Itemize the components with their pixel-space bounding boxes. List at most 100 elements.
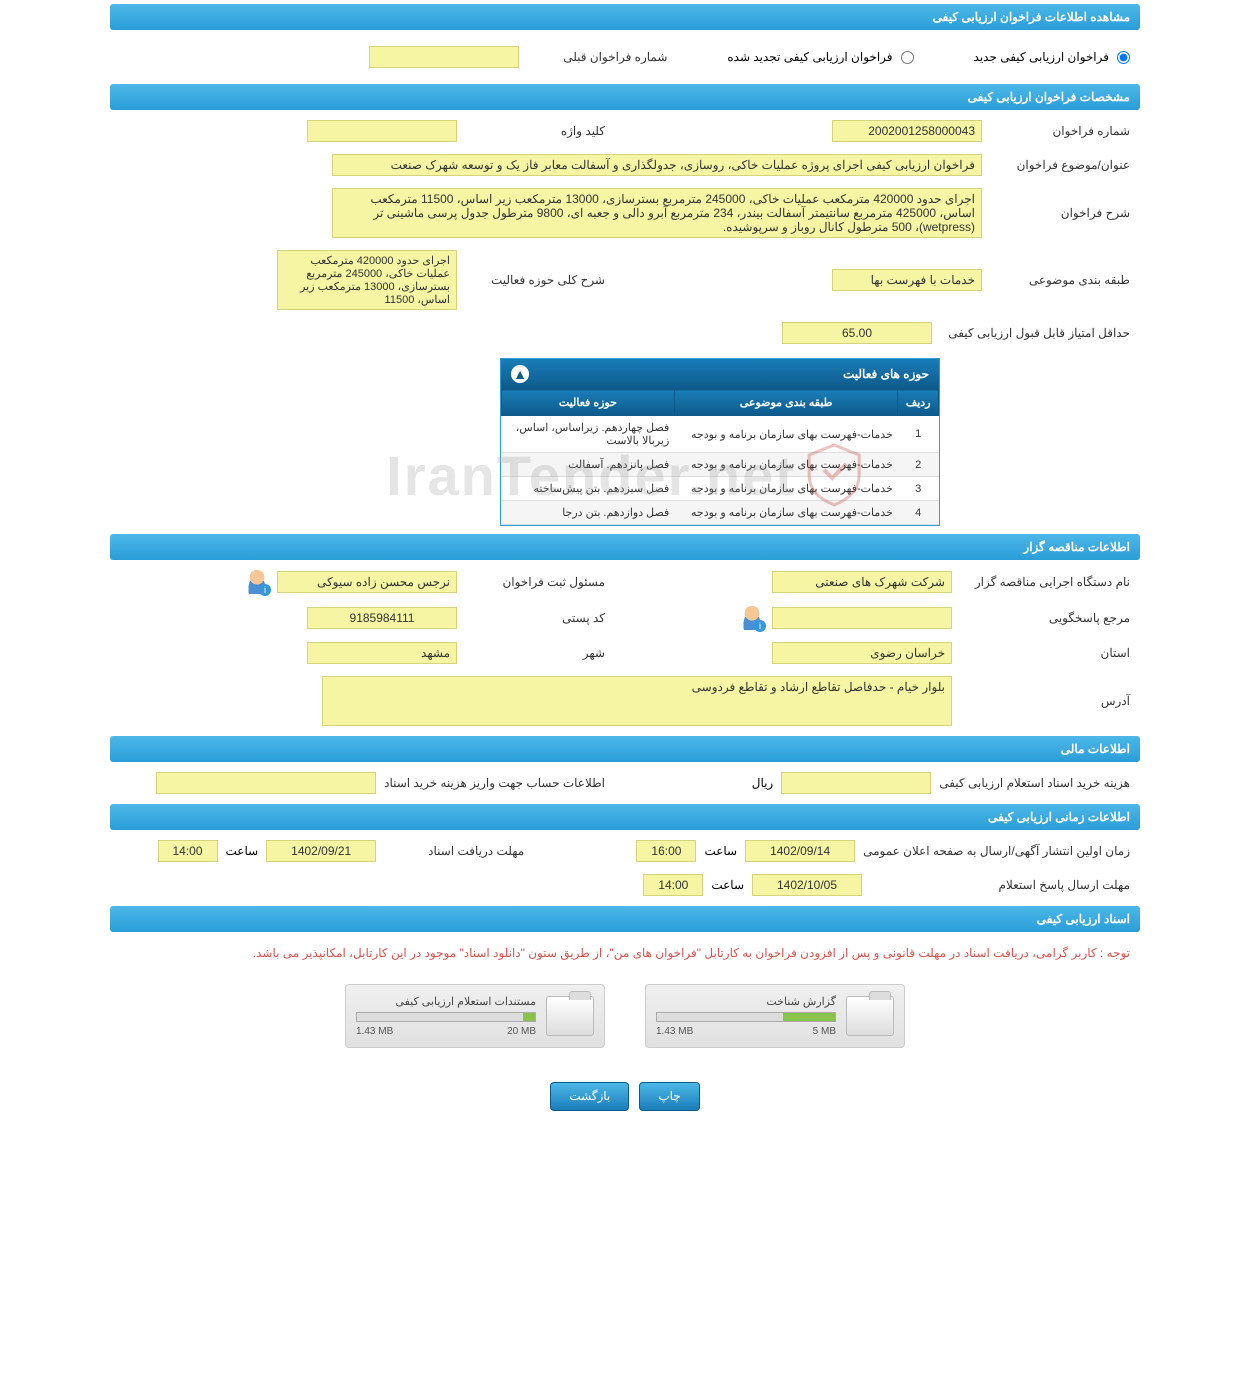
folder-2-total: 20 MB [507,1026,536,1037]
city-label: شهر [465,646,605,660]
minscore-label: حداقل امتیاز قابل قبول ارزیابی کیفی [940,326,1130,340]
radio-new-input[interactable] [1117,51,1130,64]
folder-2-title: مستندات استعلام ارزیابی کیفی [356,995,536,1008]
radio-renewed[interactable]: فراخوان ارزیابی کیفی تجدید شده [727,50,913,64]
info-badge-icon-2: i [754,620,766,632]
title-field: فراخوان ارزیابی کیفی اجرای پروژه عملیات … [332,154,982,176]
radio-row: فراخوان ارزیابی کیفی جدید فراخوان ارزیاب… [110,34,1140,80]
folder-1-title: گزارش شناخت [656,995,836,1008]
cell-act: فصل پانزدهم. آسفالت [502,453,675,477]
person-icon: i [245,570,269,594]
deadline-date: 1402/09/21 [266,840,376,862]
th-cat: طبقه بندی موضوعی [674,390,898,416]
desc-field: اجرای حدود 420000 مترمکعب عملیات خاکی، 2… [332,188,982,238]
address-label: آدرس [960,694,1130,708]
header-timing: اطلاعات زمانی ارزیابی کیفی [110,804,1140,830]
header-financial: اطلاعات مالی [110,736,1140,762]
folder-2[interactable]: مستندات استعلام ارزیابی کیفی 1.43 MB 20 … [345,984,605,1048]
table-row: 2خدمات-فهرست بهای سازمان برنامه و بودجهف… [502,453,939,477]
header-docs: اسناد ارزیابی کیفی [110,906,1140,932]
province-label: استان [960,646,1130,660]
resp-deadline-label: مهلت ارسال پاسخ استعلام [870,878,1130,892]
th-idx: ردیف [898,390,939,416]
cat-label: طبقه بندی موضوعی [990,273,1130,287]
number-field: 2002001258000043 [832,120,982,142]
collapse-icon[interactable]: ▲ [511,365,529,383]
postal-field: 9185984111 [307,607,457,629]
folder-icon-2 [546,996,594,1036]
province-field: خراسان رضوی [772,642,952,664]
resp-label: مرجع پاسخگویی [960,611,1130,625]
back-button[interactable]: بازگشت [550,1082,629,1111]
radio-new[interactable]: فراخوان ارزیابی کیفی جدید [974,50,1130,64]
cell-idx: 1 [898,416,939,453]
cell-act: فصل سیزدهم. بتن پیش‌ساخته [502,477,675,501]
time-label-3: ساعت [711,878,744,892]
reg-field: نرجس محسن زاده سیوکی [277,571,457,593]
cell-cat: خدمات-فهرست بهای سازمان برنامه و بودجه [674,416,898,453]
minscore-field: 65.00 [782,322,932,344]
header-specs: مشخصات فراخوان ارزیابی کیفی [110,84,1140,110]
activity-table: ردیف طبقه بندی موضوعی حوزه فعالیت 1خدمات… [501,389,939,525]
city-field: مشهد [307,642,457,664]
resp-field [772,607,952,629]
cell-cat: خدمات-فهرست بهای سازمان برنامه و بودجه [674,477,898,501]
cell-cat: خدمات-فهرست بهای سازمان برنامه و بودجه [674,501,898,525]
overall-field: اجرای حدود 420000 مترمکعب عملیات خاکی، 2… [277,250,457,310]
table-row: 1خدمات-فهرست بهای سازمان برنامه و بودجهف… [502,416,939,453]
keyword-label: کلید واژه [465,124,605,138]
cat-field: خدمات با فهرست بها [832,269,982,291]
radio-renewed-input[interactable] [901,51,914,64]
folder-1-total: 5 MB [813,1026,836,1037]
th-act: حوزه فعالیت [502,390,675,416]
folder-2-bar [523,1013,535,1021]
prev-number-group: شماره فراخوان قبلی [120,46,667,68]
info-badge-icon: i [259,584,271,596]
number-label: شماره فراخوان [990,124,1130,138]
prev-number-label: شماره فراخوان قبلی [527,50,667,64]
postal-label: کد پستی [465,611,605,625]
resp-time: 14:00 [643,874,703,896]
pub-time: 16:00 [636,840,696,862]
folder-1-used: 1.43 MB [656,1026,693,1037]
folder-1-bar [783,1013,835,1021]
docs-notice: توجه : کاربر گرامی، دریافت اسناد در مهلت… [110,936,1140,970]
keyword-field [307,120,457,142]
reg-label: مسئول ثبت فراخوان [465,575,605,589]
address-field: بلوار خیام - حدفاصل تقاطع ارشاد و تقاطع … [322,676,952,726]
header-tenderer: اطلاعات مناقصه گزار [110,534,1140,560]
deadline-label: مهلت دریافت اسناد [384,844,524,858]
folder-icon [846,996,894,1036]
pub-date: 1402/09/14 [745,840,855,862]
header-main: مشاهده اطلاعات فراخوان ارزیابی کیفی [110,4,1140,30]
cell-act: فصل دوازدهم. بتن درجا [502,501,675,525]
cell-idx: 2 [898,453,939,477]
folder-2-used: 1.43 MB [356,1026,393,1037]
cell-idx: 3 [898,477,939,501]
time-label-2: ساعت [226,844,259,858]
cell-idx: 4 [898,501,939,525]
folder-2-progress [356,1012,536,1022]
table-row: 3خدمات-فهرست بهای سازمان برنامه و بودجهف… [502,477,939,501]
pub-label: زمان اولین انتشار آگهی/ارسال به صفحه اعل… [863,844,1130,858]
org-field: شرکت شهرک های صنعتی [772,571,952,593]
account-field [156,772,376,794]
folder-1-progress [656,1012,836,1022]
cost-unit: ریال [752,776,774,790]
cost-label: هزینه خرید اسناد استعلام ارزیابی کیفی [939,776,1130,790]
overall-label: شرح کلی حوزه فعالیت [465,273,605,287]
cost-field [781,772,931,794]
cell-cat: خدمات-فهرست بهای سازمان برنامه و بودجه [674,453,898,477]
deadline-time: 14:00 [158,840,218,862]
time-label-1: ساعت [704,844,737,858]
desc-label: شرح فراخوان [990,206,1130,220]
activity-title: حوزه های فعالیت [843,367,929,381]
cell-act: فصل چهاردهم. زیراساس، اساس، زیربالا بالا… [502,416,675,453]
print-button[interactable]: چاپ [639,1082,699,1111]
person-icon-2: i [740,606,764,630]
org-label: نام دستگاه اجرایی مناقصه گزار [960,575,1130,589]
folder-1[interactable]: گزارش شناخت 1.43 MB 5 MB [645,984,905,1048]
radio-renewed-label: فراخوان ارزیابی کیفی تجدید شده [727,50,892,64]
title-label: عنوان/موضوع فراخوان [990,158,1130,172]
account-label: اطلاعات حساب جهت واریز هزینه خرید اسناد [384,776,605,790]
